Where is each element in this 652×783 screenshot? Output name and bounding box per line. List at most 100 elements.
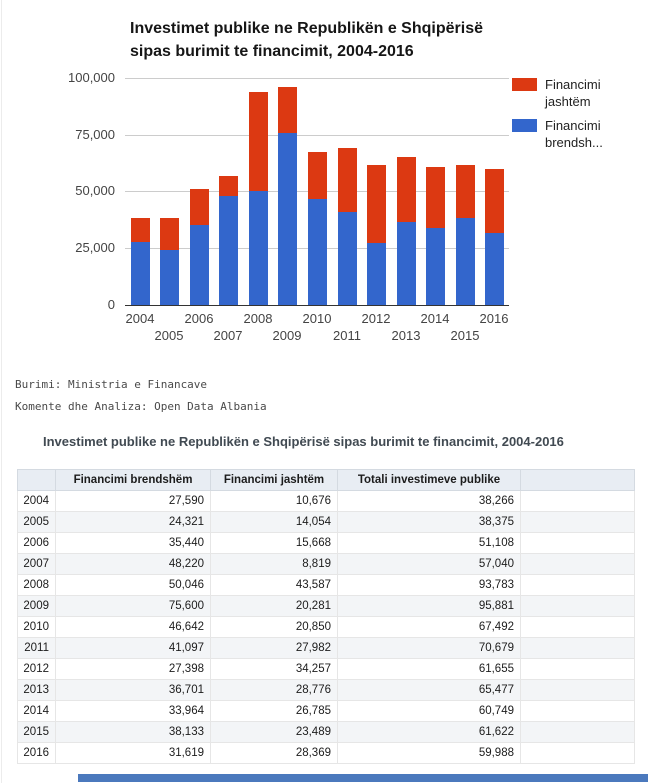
x-axis-tick-label: 2011 — [333, 328, 361, 343]
bar-2005-brendshem[interactable] — [160, 250, 179, 305]
table-row-2012[interactable]: 2012 27,398 34,257 61,655 — [17, 658, 635, 680]
bar-2006-brendshem[interactable] — [190, 225, 209, 305]
public-investments-chart: Investimet publike ne Republikën e Shqip… — [0, 0, 652, 365]
table-row-2014[interactable]: 2014 33,964 26,785 60,749 — [17, 700, 635, 722]
value-cell: 60,749 — [337, 700, 521, 722]
filler-cell — [520, 532, 635, 554]
table-row-2009[interactable]: 2009 75,600 20,281 95,881 — [17, 595, 635, 617]
x-axis-tick-label: 2010 — [302, 311, 332, 326]
table-row-2016[interactable]: 2016 31,619 28,369 59,988 — [17, 742, 635, 764]
bar-2011-brendshem[interactable] — [338, 212, 357, 305]
table-row-2010[interactable]: 2010 46,642 20,850 67,492 — [17, 616, 635, 638]
x-axis-tick-label: 2012 — [361, 311, 391, 326]
filler-cell — [520, 490, 635, 512]
bar-2014-brendshem[interactable] — [426, 228, 445, 305]
x-axis-tick-label: 2013 — [391, 328, 421, 343]
y-axis-tick-label: 75,000 — [75, 127, 115, 142]
filler-cell — [520, 700, 635, 722]
filler-cell — [520, 721, 635, 743]
y-axis-tick-label: 100,000 — [68, 70, 115, 85]
value-cell: 48,220 — [55, 553, 211, 575]
value-cell: 65,477 — [337, 679, 521, 701]
table-row-2015[interactable]: 2015 38,133 23,489 61,622 — [17, 721, 635, 743]
bar-2015-brendshem[interactable] — [456, 218, 475, 305]
data-table: Financimi brendshëm Financimi jashtëm Tota… — [17, 469, 635, 764]
bar-2010-brendshem[interactable] — [308, 199, 327, 305]
value-cell: 38,266 — [337, 490, 521, 512]
chart-title-line1: Investimet publike ne Republikën e Shqip… — [130, 20, 483, 37]
value-cell: 24,321 — [55, 511, 211, 533]
y-axis-tick-label: 0 — [107, 297, 115, 312]
value-cell: 41,097 — [55, 637, 211, 659]
table-row-2008[interactable]: 2008 50,046 43,587 93,783 — [17, 574, 635, 596]
bar-2006-jashtem[interactable] — [190, 189, 209, 225]
table-row-2007[interactable]: 2007 48,220 8,819 57,040 — [17, 553, 635, 575]
value-cell: 67,492 — [337, 616, 521, 638]
x-axis-tick-label: 2007 — [213, 328, 243, 343]
table-row-2013[interactable]: 2013 36,701 28,776 65,477 — [17, 679, 635, 701]
x-axis-tick-label: 2014 — [420, 311, 450, 326]
value-cell: 38,375 — [337, 511, 521, 533]
bar-2007-brendshem[interactable] — [219, 196, 238, 305]
year-cell: 2016 — [17, 742, 56, 764]
bar-2004-jashtem[interactable] — [131, 218, 150, 242]
gridline — [125, 135, 509, 136]
value-cell: 15,668 — [210, 532, 338, 554]
y-axis-tick-label: 50,000 — [75, 183, 115, 198]
bar-2011-jashtem[interactable] — [338, 148, 357, 212]
bar-2016-jashtem[interactable] — [485, 169, 504, 233]
year-cell: 2012 — [17, 658, 56, 680]
value-cell: 28,776 — [210, 679, 338, 701]
bar-2008-jashtem[interactable] — [249, 92, 268, 191]
bar-2007-jashtem[interactable] — [219, 176, 238, 196]
bar-2010-jashtem[interactable] — [308, 152, 327, 199]
x-axis-baseline — [125, 305, 509, 306]
table-row-2005[interactable]: 2005 24,321 14,054 38,375 — [17, 511, 635, 533]
value-cell: 75,600 — [55, 595, 211, 617]
bar-2004-brendshem[interactable] — [131, 242, 150, 305]
legend-entry: Financimi brendsh... — [512, 117, 603, 151]
chart-title: Investimet publike ne Republikën e Shqip… — [130, 17, 483, 63]
bar-2016-brendshem[interactable] — [485, 233, 504, 305]
year-cell: 2008 — [17, 574, 56, 596]
filler-cell — [520, 658, 635, 680]
table-row-2006[interactable]: 2006 35,440 15,668 51,108 — [17, 532, 635, 554]
bar-2009-brendshem[interactable] — [278, 133, 297, 305]
horizontal-scrollbar-thumb[interactable] — [78, 774, 648, 782]
table-row-2011[interactable]: 2011 41,097 27,982 70,679 — [17, 637, 635, 659]
value-cell: 14,054 — [210, 511, 338, 533]
bar-2009-jashtem[interactable] — [278, 87, 297, 133]
table-row-2004[interactable]: 2004 27,590 10,676 38,266 — [17, 490, 635, 512]
filler-cell — [520, 679, 635, 701]
value-cell: 28,369 — [210, 742, 338, 764]
value-cell: 95,881 — [337, 595, 521, 617]
column-header: Financimi jashtëm — [210, 469, 338, 491]
value-cell: 70,679 — [337, 637, 521, 659]
year-cell: 2005 — [17, 511, 56, 533]
chart-plot-area — [125, 78, 509, 305]
column-header-empty — [520, 469, 635, 491]
year-cell: 2010 — [17, 616, 56, 638]
value-cell: 33,964 — [55, 700, 211, 722]
bar-2015-jashtem[interactable] — [456, 165, 475, 218]
bar-2008-brendshem[interactable] — [249, 191, 268, 305]
value-cell: 50,046 — [55, 574, 211, 596]
bar-2005-jashtem[interactable] — [160, 218, 179, 250]
filler-cell — [520, 595, 635, 617]
value-cell: 51,108 — [337, 532, 521, 554]
chart-title-line2: sipas burimit te financimit, 2004-2016 — [130, 43, 414, 60]
value-cell: 43,587 — [210, 574, 338, 596]
bar-2013-brendshem[interactable] — [397, 222, 416, 305]
x-axis-tick-label: 2009 — [272, 328, 302, 343]
filler-cell — [520, 553, 635, 575]
year-cell: 2006 — [17, 532, 56, 554]
value-cell: 35,440 — [55, 532, 211, 554]
bar-2014-jashtem[interactable] — [426, 167, 445, 228]
bar-2012-jashtem[interactable] — [367, 165, 386, 243]
x-axis-tick-label: 2004 — [125, 311, 155, 326]
bar-2013-jashtem[interactable] — [397, 157, 416, 222]
page-left-border — [1, 0, 2, 783]
x-axis-tick-label: 2008 — [243, 311, 273, 326]
chart-legend: Financimi jashtëm Financimi brendsh... — [512, 76, 603, 158]
bar-2012-brendshem[interactable] — [367, 243, 386, 305]
